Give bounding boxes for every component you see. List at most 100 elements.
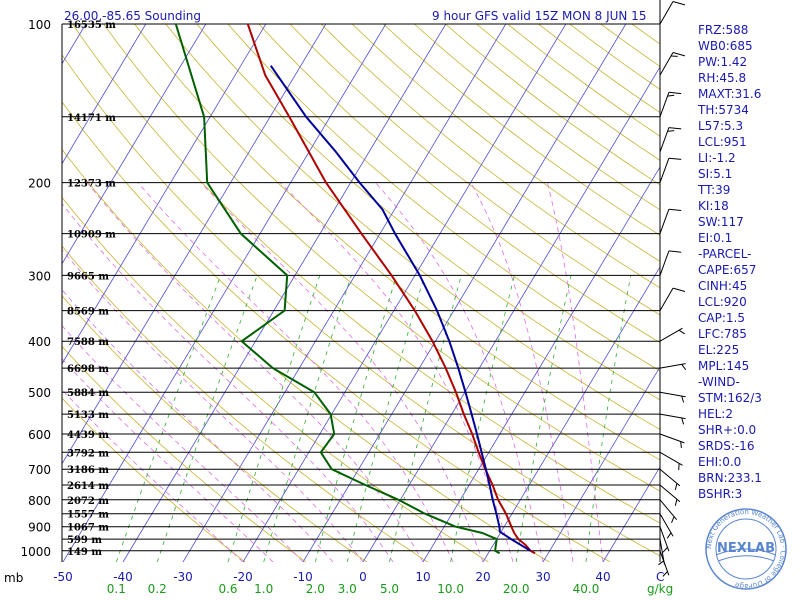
mixing-ratio-tick-label: 0.6 <box>218 582 237 596</box>
height-label-750: 2614 m <box>67 481 109 492</box>
height-label-250: 10909 m <box>67 230 116 241</box>
wind-barb-550 <box>659 413 686 425</box>
index-item: KI:18 <box>698 199 729 213</box>
mixing-ratio-unit-label: g/kg <box>647 582 673 596</box>
pressure-label-600: 600 <box>28 428 51 442</box>
pressure-label-500: 500 <box>28 386 51 400</box>
dewpoint-profile <box>174 24 501 555</box>
mixing-ratio-tick-label: 40.0 <box>573 582 600 596</box>
mixing-ratio-line <box>515 275 572 562</box>
index-item: FRZ:588 <box>698 23 748 37</box>
mixing-ratio-tick-label: 0.2 <box>148 582 167 596</box>
wind-barb-850 <box>659 513 674 539</box>
index-item: SW:117 <box>698 215 744 229</box>
index-item: RH:45.8 <box>698 71 746 85</box>
height-label-100: 16535 m <box>67 20 116 31</box>
wind-barb-150 <box>659 91 682 117</box>
dry-adiabat <box>320 24 660 289</box>
wind-barb-700 <box>659 468 681 491</box>
pressure-label-400: 400 <box>28 335 51 349</box>
isotherm <box>122 24 447 562</box>
height-label-450: 6698 m <box>67 364 109 375</box>
dry-adiabat <box>72 24 660 524</box>
dry-adiabat <box>62 397 246 562</box>
mixing-ratio-line <box>263 275 352 562</box>
index-item: SI:5.1 <box>698 167 732 181</box>
moist-adiabat <box>62 203 394 562</box>
isotherm <box>482 266 660 562</box>
index-item: LCL:951 <box>698 135 747 149</box>
height-label-200: 12373 m <box>67 179 116 190</box>
moist-adiabat <box>86 182 424 562</box>
dry-adiabat <box>351 24 660 262</box>
title-location: 26.00,-85.65 Sounding <box>64 9 201 23</box>
index-item: L57:5.3 <box>698 119 743 133</box>
dry-adiabat <box>227 24 660 372</box>
moist-adiabat <box>62 289 334 562</box>
index-item: PW:1.42 <box>698 55 747 69</box>
dry-adiabat <box>62 245 428 562</box>
moist-adiabat <box>62 389 244 562</box>
height-label-950: 599 m <box>67 535 102 546</box>
mixing-ratio-line <box>314 275 397 562</box>
index-item: CAP:1.5 <box>698 311 745 325</box>
height-label-900: 1067 m <box>67 523 109 534</box>
height-label-300: 9665 m <box>67 271 109 282</box>
moist-adiabat <box>547 182 604 562</box>
wind-barb-950 <box>658 539 665 566</box>
dry-adiabat <box>103 24 660 492</box>
isotherm <box>242 24 567 562</box>
nexlab-logo: NEXLAB Next Generation Weather Lab · Col… <box>705 508 787 590</box>
wind-barb-800 <box>659 499 678 523</box>
wind-barb-650 <box>659 451 683 471</box>
height-label-850: 1557 m <box>67 510 109 521</box>
pressure-label-100: 100 <box>28 18 51 32</box>
pressure-label-300: 300 <box>28 269 51 283</box>
index-item: CAPE:657 <box>698 263 756 277</box>
height-label-500: 5884 m <box>67 388 109 399</box>
temperature-profile <box>246 24 536 555</box>
mixing-ratio-tick-label: 20.0 <box>503 582 530 596</box>
wind-barb-175 <box>659 127 682 153</box>
wind-barb-125 <box>659 52 686 76</box>
temperature-tick-label: -10 <box>293 570 313 584</box>
isotherm <box>542 366 660 562</box>
index-item: LCL:920 <box>698 295 747 309</box>
pressure-label-700: 700 <box>28 463 51 477</box>
moist-adiabat <box>62 324 304 562</box>
isotherm <box>62 24 387 562</box>
dry-adiabat <box>62 295 368 562</box>
pressure-label-900: 900 <box>28 521 51 535</box>
dry-adiabat <box>289 24 660 316</box>
mixing-ratio-tick-label: 3.0 <box>338 582 357 596</box>
index-item: BRN:233.1 <box>698 471 762 485</box>
mixing-ratio-line <box>585 275 632 562</box>
mixing-ratio-tick-label: 0.1 <box>107 582 126 596</box>
isotherm <box>362 66 660 562</box>
moist-adiabat <box>62 358 274 562</box>
mixing-ratio-line <box>156 275 258 562</box>
temperature-tick-label: -20 <box>233 570 253 584</box>
dry-adiabat <box>62 345 307 562</box>
dry-adiabat <box>258 24 660 344</box>
mixing-ratio-line <box>346 275 425 562</box>
moist-adiabat <box>137 182 454 562</box>
index-item: EHI:0.0 <box>698 455 741 469</box>
moist-adiabat <box>375 182 544 562</box>
height-label-350: 8569 m <box>67 307 109 318</box>
wind-barb-200 <box>659 157 682 183</box>
dry-adiabat <box>62 101 611 562</box>
moist-adiabat <box>62 249 364 562</box>
isotherm <box>302 24 627 562</box>
isotherm <box>62 24 267 365</box>
temperature-tick-label: 10 <box>415 570 430 584</box>
temperature-unit-label: C <box>656 570 664 584</box>
mixing-ratio-tick-label: 5.0 <box>380 582 399 596</box>
wind-barb-500 <box>659 391 686 403</box>
isotherm <box>182 24 507 562</box>
mixing-ratio-tick-label: 1.0 <box>254 582 273 596</box>
logo-text-main: NEXLAB <box>717 541 775 556</box>
mixing-ratio-tick-label: 2.0 <box>306 582 325 596</box>
isotherm <box>62 24 327 465</box>
